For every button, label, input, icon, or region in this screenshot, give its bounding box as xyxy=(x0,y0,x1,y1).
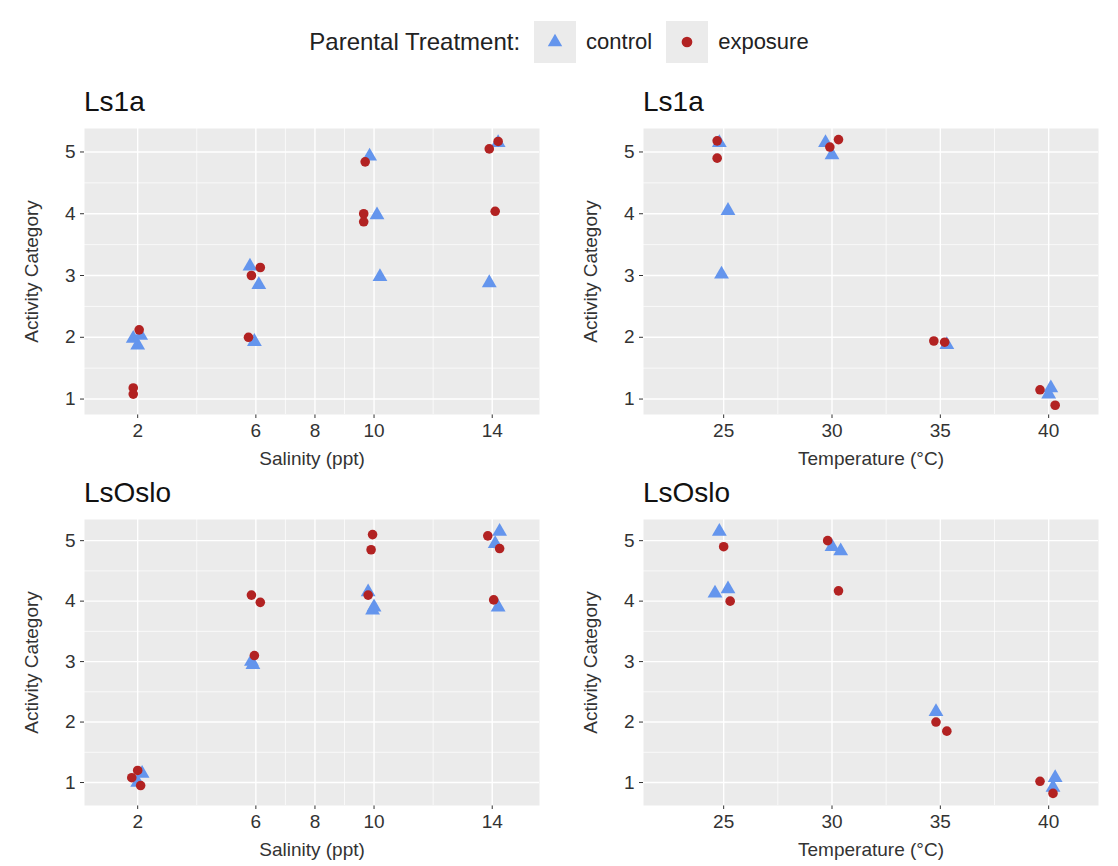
svg-text:5: 5 xyxy=(65,141,76,162)
svg-text:10: 10 xyxy=(363,811,384,832)
svg-text:14: 14 xyxy=(482,811,504,832)
svg-text:1: 1 xyxy=(624,388,635,409)
svg-text:3: 3 xyxy=(65,651,76,672)
svg-text:40: 40 xyxy=(1038,420,1059,441)
svg-text:2: 2 xyxy=(624,711,635,732)
html-text:Parental Treatment:: Parental Treatment: xyxy=(309,28,521,55)
svg-text:3: 3 xyxy=(624,651,635,672)
svg-text:30: 30 xyxy=(821,420,842,441)
html-text:Ls1a: Ls1a xyxy=(84,86,145,117)
html-text:Ls1a: Ls1a xyxy=(643,86,704,117)
svg-text:3: 3 xyxy=(624,265,635,286)
svg-text:25: 25 xyxy=(713,811,734,832)
svg-text:2: 2 xyxy=(624,326,635,347)
svg-text:6: 6 xyxy=(251,811,262,832)
svg-text:Salinity (ppt): Salinity (ppt) xyxy=(259,448,365,469)
svg-text:1: 1 xyxy=(65,772,76,793)
html-text:exposure: exposure xyxy=(718,29,809,54)
svg-text:Activity Category: Activity Category xyxy=(580,591,601,734)
svg-text:30: 30 xyxy=(821,811,842,832)
svg-text:Activity Category: Activity Category xyxy=(580,200,601,343)
svg-text:14: 14 xyxy=(482,420,504,441)
svg-text:4: 4 xyxy=(624,590,635,611)
svg-text:2: 2 xyxy=(65,711,76,732)
svg-text:Activity Category: Activity Category xyxy=(21,200,42,343)
svg-text:4: 4 xyxy=(624,203,635,224)
svg-text:1: 1 xyxy=(624,772,635,793)
svg-text:6: 6 xyxy=(251,420,262,441)
svg-text:10: 10 xyxy=(363,420,384,441)
svg-text:4: 4 xyxy=(65,203,76,224)
svg-text:5: 5 xyxy=(624,141,635,162)
svg-text:40: 40 xyxy=(1038,811,1059,832)
svg-text:4: 4 xyxy=(65,590,76,611)
html-text:LsOslo: LsOslo xyxy=(84,477,172,508)
svg-text:Activity Category: Activity Category xyxy=(21,591,42,734)
svg-text:8: 8 xyxy=(310,420,321,441)
svg-text:2: 2 xyxy=(132,420,143,441)
svg-text:Temperature (°C): Temperature (°C) xyxy=(798,448,944,469)
svg-text:Temperature (°C): Temperature (°C) xyxy=(798,839,944,860)
svg-text:1: 1 xyxy=(65,388,76,409)
svg-text:2: 2 xyxy=(132,811,143,832)
svg-text:2: 2 xyxy=(65,326,76,347)
svg-text:35: 35 xyxy=(930,420,951,441)
svg-text:5: 5 xyxy=(65,530,76,551)
html-text:control: control xyxy=(586,29,653,54)
svg-text:35: 35 xyxy=(930,811,951,832)
svg-text:Salinity (ppt): Salinity (ppt) xyxy=(259,839,365,860)
svg-text:5: 5 xyxy=(624,530,635,551)
svg-text:25: 25 xyxy=(713,420,734,441)
html-text:LsOslo: LsOslo xyxy=(643,477,731,508)
svg-text:3: 3 xyxy=(65,265,76,286)
svg-text:8: 8 xyxy=(310,811,321,832)
